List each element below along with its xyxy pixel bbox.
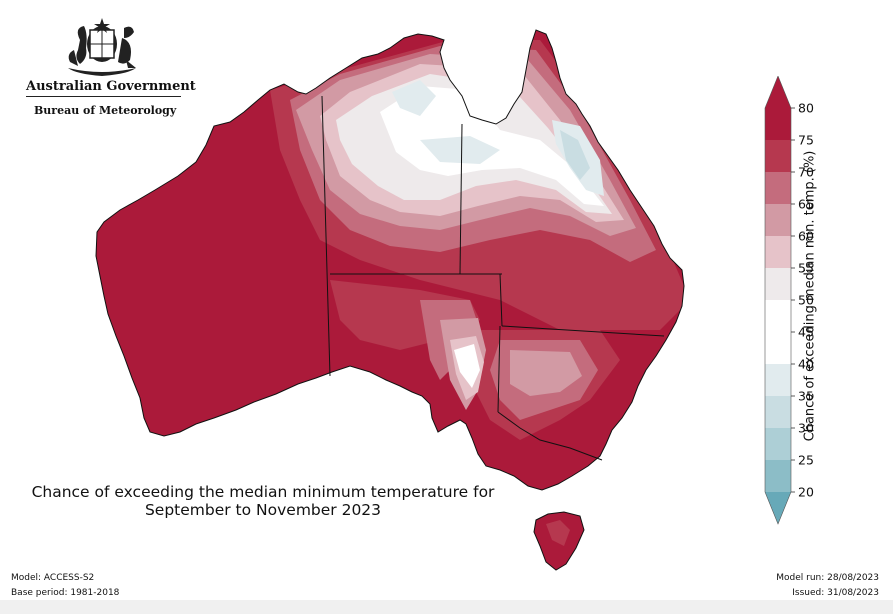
probability-colorbar: 20 25 30 35 40 45 50 55 60 65 70 75 80	[764, 76, 814, 525]
colorbar-tick-label: 80	[798, 101, 814, 116]
run-info: Model run: 28/08/2023 Issued: 31/08/2023	[776, 571, 879, 601]
model-run-date: Model run: 28/08/2023	[776, 573, 879, 583]
colorbar-swatch	[765, 332, 791, 364]
colorbar-tick-label: 75	[798, 133, 814, 148]
colorbar-swatch	[765, 364, 791, 396]
map-title: Chance of exceeding the median minimum t…	[8, 483, 518, 519]
colorbar-tick-label: 60	[798, 229, 814, 244]
colorbar-tick-label: 30	[798, 421, 814, 436]
agency-name: Bureau of Meteorology	[34, 104, 177, 117]
colorbar-swatch	[765, 300, 791, 332]
government-name: Australian Government	[26, 79, 196, 97]
map-title-line1: Chance of exceeding the median minimum t…	[31, 483, 495, 501]
state-borders	[321, 95, 665, 461]
colorbar-tick-label: 45	[798, 325, 814, 340]
colorbar-swatch	[765, 396, 791, 428]
coat-of-arms-icon	[68, 18, 136, 76]
colorbar-tick-label: 40	[798, 357, 814, 372]
colorbar-swatch	[765, 108, 791, 140]
colorbar-tick-label: 25	[798, 453, 814, 468]
issued-date: Issued: 31/08/2023	[792, 588, 879, 598]
colorbar-tick-label: 20	[798, 485, 814, 500]
bottom-strip	[0, 600, 893, 614]
colorbar-swatch	[765, 204, 791, 236]
probability-contours	[270, 40, 684, 440]
colorbar-tick-label: 65	[798, 197, 814, 212]
colorbar-swatch	[765, 236, 791, 268]
colorbar-extend-low	[765, 492, 791, 524]
model-info: Model: ACCESS-S2 Base period: 1981-2018	[11, 571, 119, 601]
colorbar-tick-label: 35	[798, 389, 814, 404]
colorbar-swatch	[765, 428, 791, 460]
map-title-line2: September to November 2023	[144, 501, 382, 519]
colorbar-tick-label: 55	[798, 261, 814, 276]
colorbar-extend-high	[765, 76, 791, 108]
colorbar-swatch	[765, 140, 791, 172]
colorbar-swatch	[765, 268, 791, 300]
colorbar-swatch	[765, 460, 791, 492]
colorbar-tick-label: 70	[798, 165, 814, 180]
model-name: Model: ACCESS-S2	[11, 573, 95, 583]
colorbar-label: Chance of exceeding median min. temp. (%…	[802, 150, 818, 442]
base-period: Base period: 1981-2018	[11, 588, 120, 598]
colorbar-swatch	[765, 172, 791, 204]
colorbar-tick-label: 50	[798, 293, 814, 308]
